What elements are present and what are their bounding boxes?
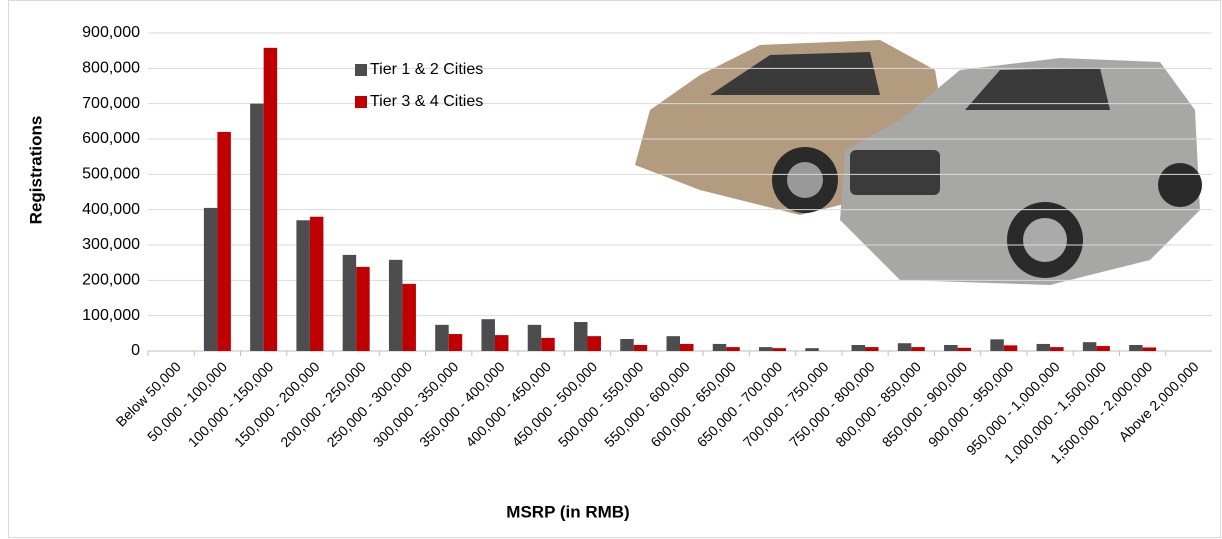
bar — [897, 343, 912, 351]
y-tick-label: 900,000 — [82, 24, 140, 41]
bar — [587, 336, 601, 351]
bar — [1082, 342, 1097, 351]
y-tick-label: 0 — [131, 342, 140, 359]
bar — [296, 220, 310, 351]
bar — [435, 324, 449, 351]
car-image — [635, 40, 1202, 285]
bar — [573, 322, 588, 351]
bar — [1050, 347, 1064, 351]
legend-label: Tier 1 & 2 Cities — [370, 61, 483, 78]
legend-swatch — [355, 64, 367, 76]
bar — [1142, 347, 1157, 351]
y-axis-title: Registrations — [26, 116, 45, 225]
bar — [805, 348, 819, 351]
y-tick-label: 800,000 — [82, 60, 140, 77]
bar — [342, 254, 357, 351]
bar — [402, 283, 416, 351]
bar — [851, 344, 866, 351]
bar — [911, 347, 925, 351]
bar — [203, 207, 218, 351]
y-tick-label: 400,000 — [82, 201, 140, 218]
bar — [666, 336, 680, 351]
bar — [217, 131, 231, 351]
legend-swatch — [355, 96, 367, 108]
x-axis-title: MSRP (in RMB) — [506, 502, 629, 521]
bar — [309, 216, 324, 351]
y-tick-label: 300,000 — [82, 236, 140, 253]
legend-label: Tier 3 & 4 Cities — [370, 93, 483, 110]
y-tick-label: 200,000 — [82, 272, 140, 289]
bar — [481, 319, 495, 351]
y-tick-label: 600,000 — [82, 130, 140, 147]
bar — [944, 344, 958, 351]
bar — [759, 347, 773, 351]
bar — [494, 335, 509, 351]
bar — [1129, 344, 1143, 351]
bar — [726, 347, 740, 351]
bar — [541, 337, 555, 351]
bar — [620, 338, 634, 351]
bar — [1003, 345, 1018, 351]
bar — [448, 334, 463, 351]
bar — [990, 339, 1004, 351]
bar — [712, 343, 727, 351]
bar — [957, 347, 972, 351]
bar — [865, 347, 879, 351]
bar — [633, 344, 648, 351]
bar — [263, 47, 278, 352]
bar — [1096, 346, 1110, 351]
bar — [772, 348, 787, 351]
bar — [250, 103, 264, 352]
bar — [680, 343, 694, 351]
y-tick-label: 500,000 — [82, 166, 140, 183]
y-tick-label: 100,000 — [82, 307, 140, 324]
bar — [527, 324, 542, 351]
bar — [1036, 343, 1051, 351]
bar — [356, 266, 370, 351]
y-tick-label: 700,000 — [82, 95, 140, 112]
bar — [388, 259, 403, 351]
